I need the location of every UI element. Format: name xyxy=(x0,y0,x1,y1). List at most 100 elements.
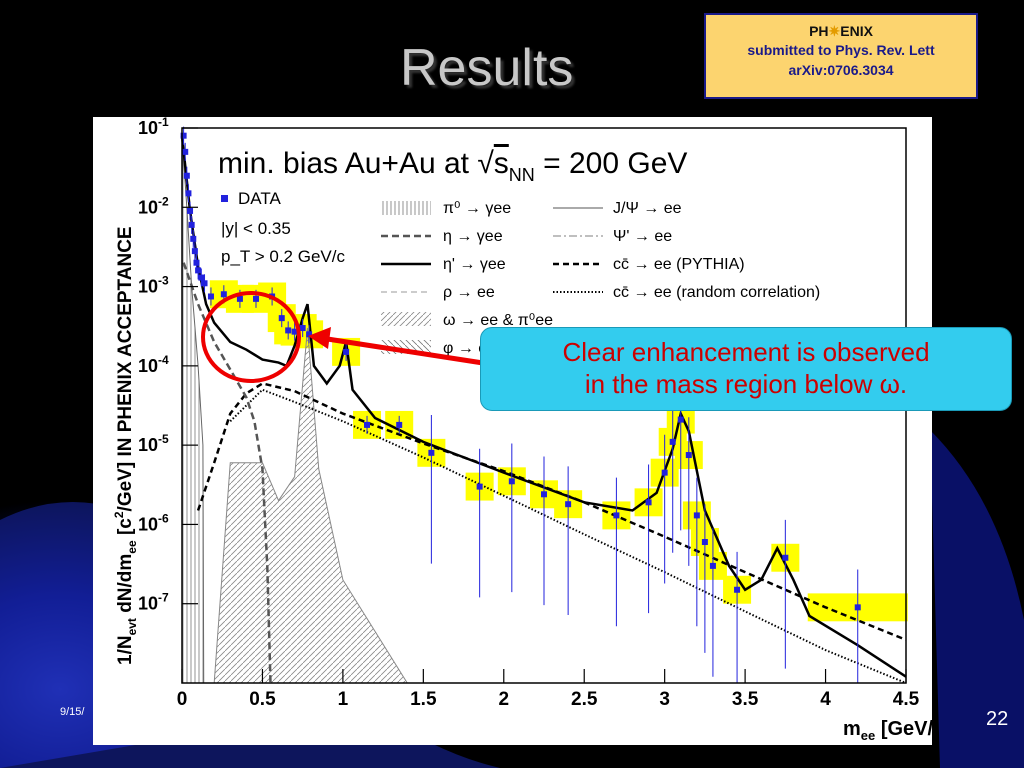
x-tick-label: 2.5 xyxy=(571,689,598,710)
data-point xyxy=(299,325,306,332)
data-point xyxy=(291,328,298,335)
data-point xyxy=(677,416,684,423)
charm-pythia-curve xyxy=(196,382,907,642)
pointer-arrowhead xyxy=(308,327,331,349)
dielectron-mass-spectrum-chart: 0 0.5 1 1.5 2 2.5 3 3.5 4 4.5 10-7 10-6 10-5 10-4 10-… xyxy=(112,117,932,743)
data-point xyxy=(613,512,620,519)
y-tick-label: 10-3 xyxy=(138,274,169,297)
data-point xyxy=(198,274,205,281)
legend-label-pi0: π⁰ → γee xyxy=(443,200,511,217)
legend-label-eta: η → γee xyxy=(443,228,503,245)
phenix-arxiv-line: arXiv:0706.3034 xyxy=(788,62,894,78)
data-point xyxy=(701,539,708,546)
y-tick-label: 10-2 xyxy=(138,194,169,217)
legend-label-psiprime: Ψ' → ee xyxy=(613,228,672,245)
data-point xyxy=(183,172,190,179)
highlight-circle xyxy=(201,291,301,383)
data-point xyxy=(364,421,371,428)
data-point xyxy=(565,501,572,508)
eta-dalitz-curve xyxy=(182,262,272,684)
x-tick-label: 1 xyxy=(338,689,349,710)
charm-random-curve xyxy=(229,388,907,684)
legend-label-omega: ω → ee & π⁰ee xyxy=(443,312,553,329)
legend-label-jpsi: J/Ψ → ee xyxy=(613,200,682,217)
x-tick-label: 3 xyxy=(659,689,670,710)
data-point xyxy=(191,248,198,255)
data-point xyxy=(306,331,313,338)
data-point xyxy=(236,295,243,302)
y-tick-label: 10-5 xyxy=(138,432,169,455)
legend-label-charm-random: cc̄ → ee (random correlation) xyxy=(613,284,820,301)
data-point xyxy=(685,452,692,459)
data-point xyxy=(669,438,676,445)
omega-band xyxy=(213,327,409,684)
data-point xyxy=(193,259,200,266)
callout-line-2: in the mass region below ω. xyxy=(584,369,908,399)
data-point xyxy=(476,483,483,490)
legend-swatch-pi0 xyxy=(381,201,431,215)
phenix-sun-icon: ✷ xyxy=(828,23,841,39)
data-point xyxy=(278,315,285,322)
rapidity-cut-label: |y| < 0.35 xyxy=(221,219,291,238)
pointer-arrow-line xyxy=(320,335,484,366)
legend-label-charm-pythia: cc̄ → ee (PYTHIA) xyxy=(613,256,745,273)
phenix-logo: PH✷ENIX xyxy=(809,23,873,39)
pt-cut-label: p_T > 0.2 GeV/c xyxy=(221,247,345,266)
cocktail-total-curve xyxy=(180,135,907,678)
y-tick-label: 10-1 xyxy=(138,117,169,138)
y-axis-label: 1/Nevt dN/dmee [c2/GeV] IN PHENIX ACCEPT… xyxy=(112,226,139,665)
x-tick-label: 2 xyxy=(498,689,509,710)
x-tick-label: 0.5 xyxy=(249,689,276,710)
data-point xyxy=(182,148,189,155)
plot-panel: 0 0.5 1 1.5 2 2.5 3 3.5 4 4.5 10-7 10-6 10-5 10-4 10-… xyxy=(93,117,932,745)
data-point xyxy=(541,491,547,498)
data-legend-label: DATA xyxy=(238,189,281,208)
legend-swatch-omega xyxy=(381,312,431,326)
y-tick-label: 10-4 xyxy=(138,353,169,376)
data-point xyxy=(220,291,227,298)
pi0-dalitz-band xyxy=(181,135,205,684)
y-tick-label: 10-7 xyxy=(138,591,169,614)
callout-line-1: Clear enhancement is observed xyxy=(562,337,930,367)
x-tick-label: 1.5 xyxy=(410,689,437,710)
data-marker-icon xyxy=(221,195,228,202)
data-point xyxy=(285,327,292,334)
data-point xyxy=(645,499,652,506)
data-point xyxy=(693,512,700,519)
phenix-citation-box: PH✷ENIX submitted to Phys. Rev. Lett arX… xyxy=(704,13,978,99)
data-point xyxy=(180,132,187,139)
data-point xyxy=(343,348,350,355)
data-point xyxy=(195,267,202,274)
callout-box: Clear enhancement is observed in the mas… xyxy=(480,327,1012,411)
data-point xyxy=(782,554,789,561)
x-tick-label: 4.5 xyxy=(893,689,920,710)
phenix-journal-line: submitted to Phys. Rev. Lett xyxy=(747,42,935,58)
data-point xyxy=(253,295,260,302)
data-point xyxy=(185,190,192,197)
data-point xyxy=(201,280,208,287)
data-point xyxy=(207,293,214,300)
slide-title: Results xyxy=(400,39,574,97)
x-tick-label: 4 xyxy=(820,689,831,710)
data-legend: DATA |y| < 0.35 p_T > 0.2 GeV/c xyxy=(221,189,345,266)
curve-legend: π⁰ → γee η → γee η' → γee ρ → ee ω → ee … xyxy=(381,200,820,357)
footer-date: 9/15/ xyxy=(60,706,85,718)
data-point xyxy=(508,478,515,485)
x-tick-label: 0 xyxy=(177,689,188,710)
page-number: 22 xyxy=(986,708,1009,730)
chart-title: min. bias Au+Au at √sNN = 200 GeV xyxy=(218,147,687,185)
data-point xyxy=(734,586,741,593)
data-point xyxy=(709,562,716,569)
x-axis-label: mee [GeV/c2] xyxy=(843,715,932,743)
legend-label-etaprime: η' → γee xyxy=(443,256,506,273)
data-point xyxy=(396,421,403,428)
data-point xyxy=(428,449,435,456)
data-point xyxy=(854,604,861,611)
data-point xyxy=(190,235,197,242)
x-tick-label: 3.5 xyxy=(732,689,759,710)
y-tick-label: 10-6 xyxy=(138,511,169,534)
data-point xyxy=(188,221,195,228)
legend-label-rho: ρ → ee xyxy=(443,284,495,301)
data-point xyxy=(661,469,668,476)
data-point xyxy=(187,207,194,214)
